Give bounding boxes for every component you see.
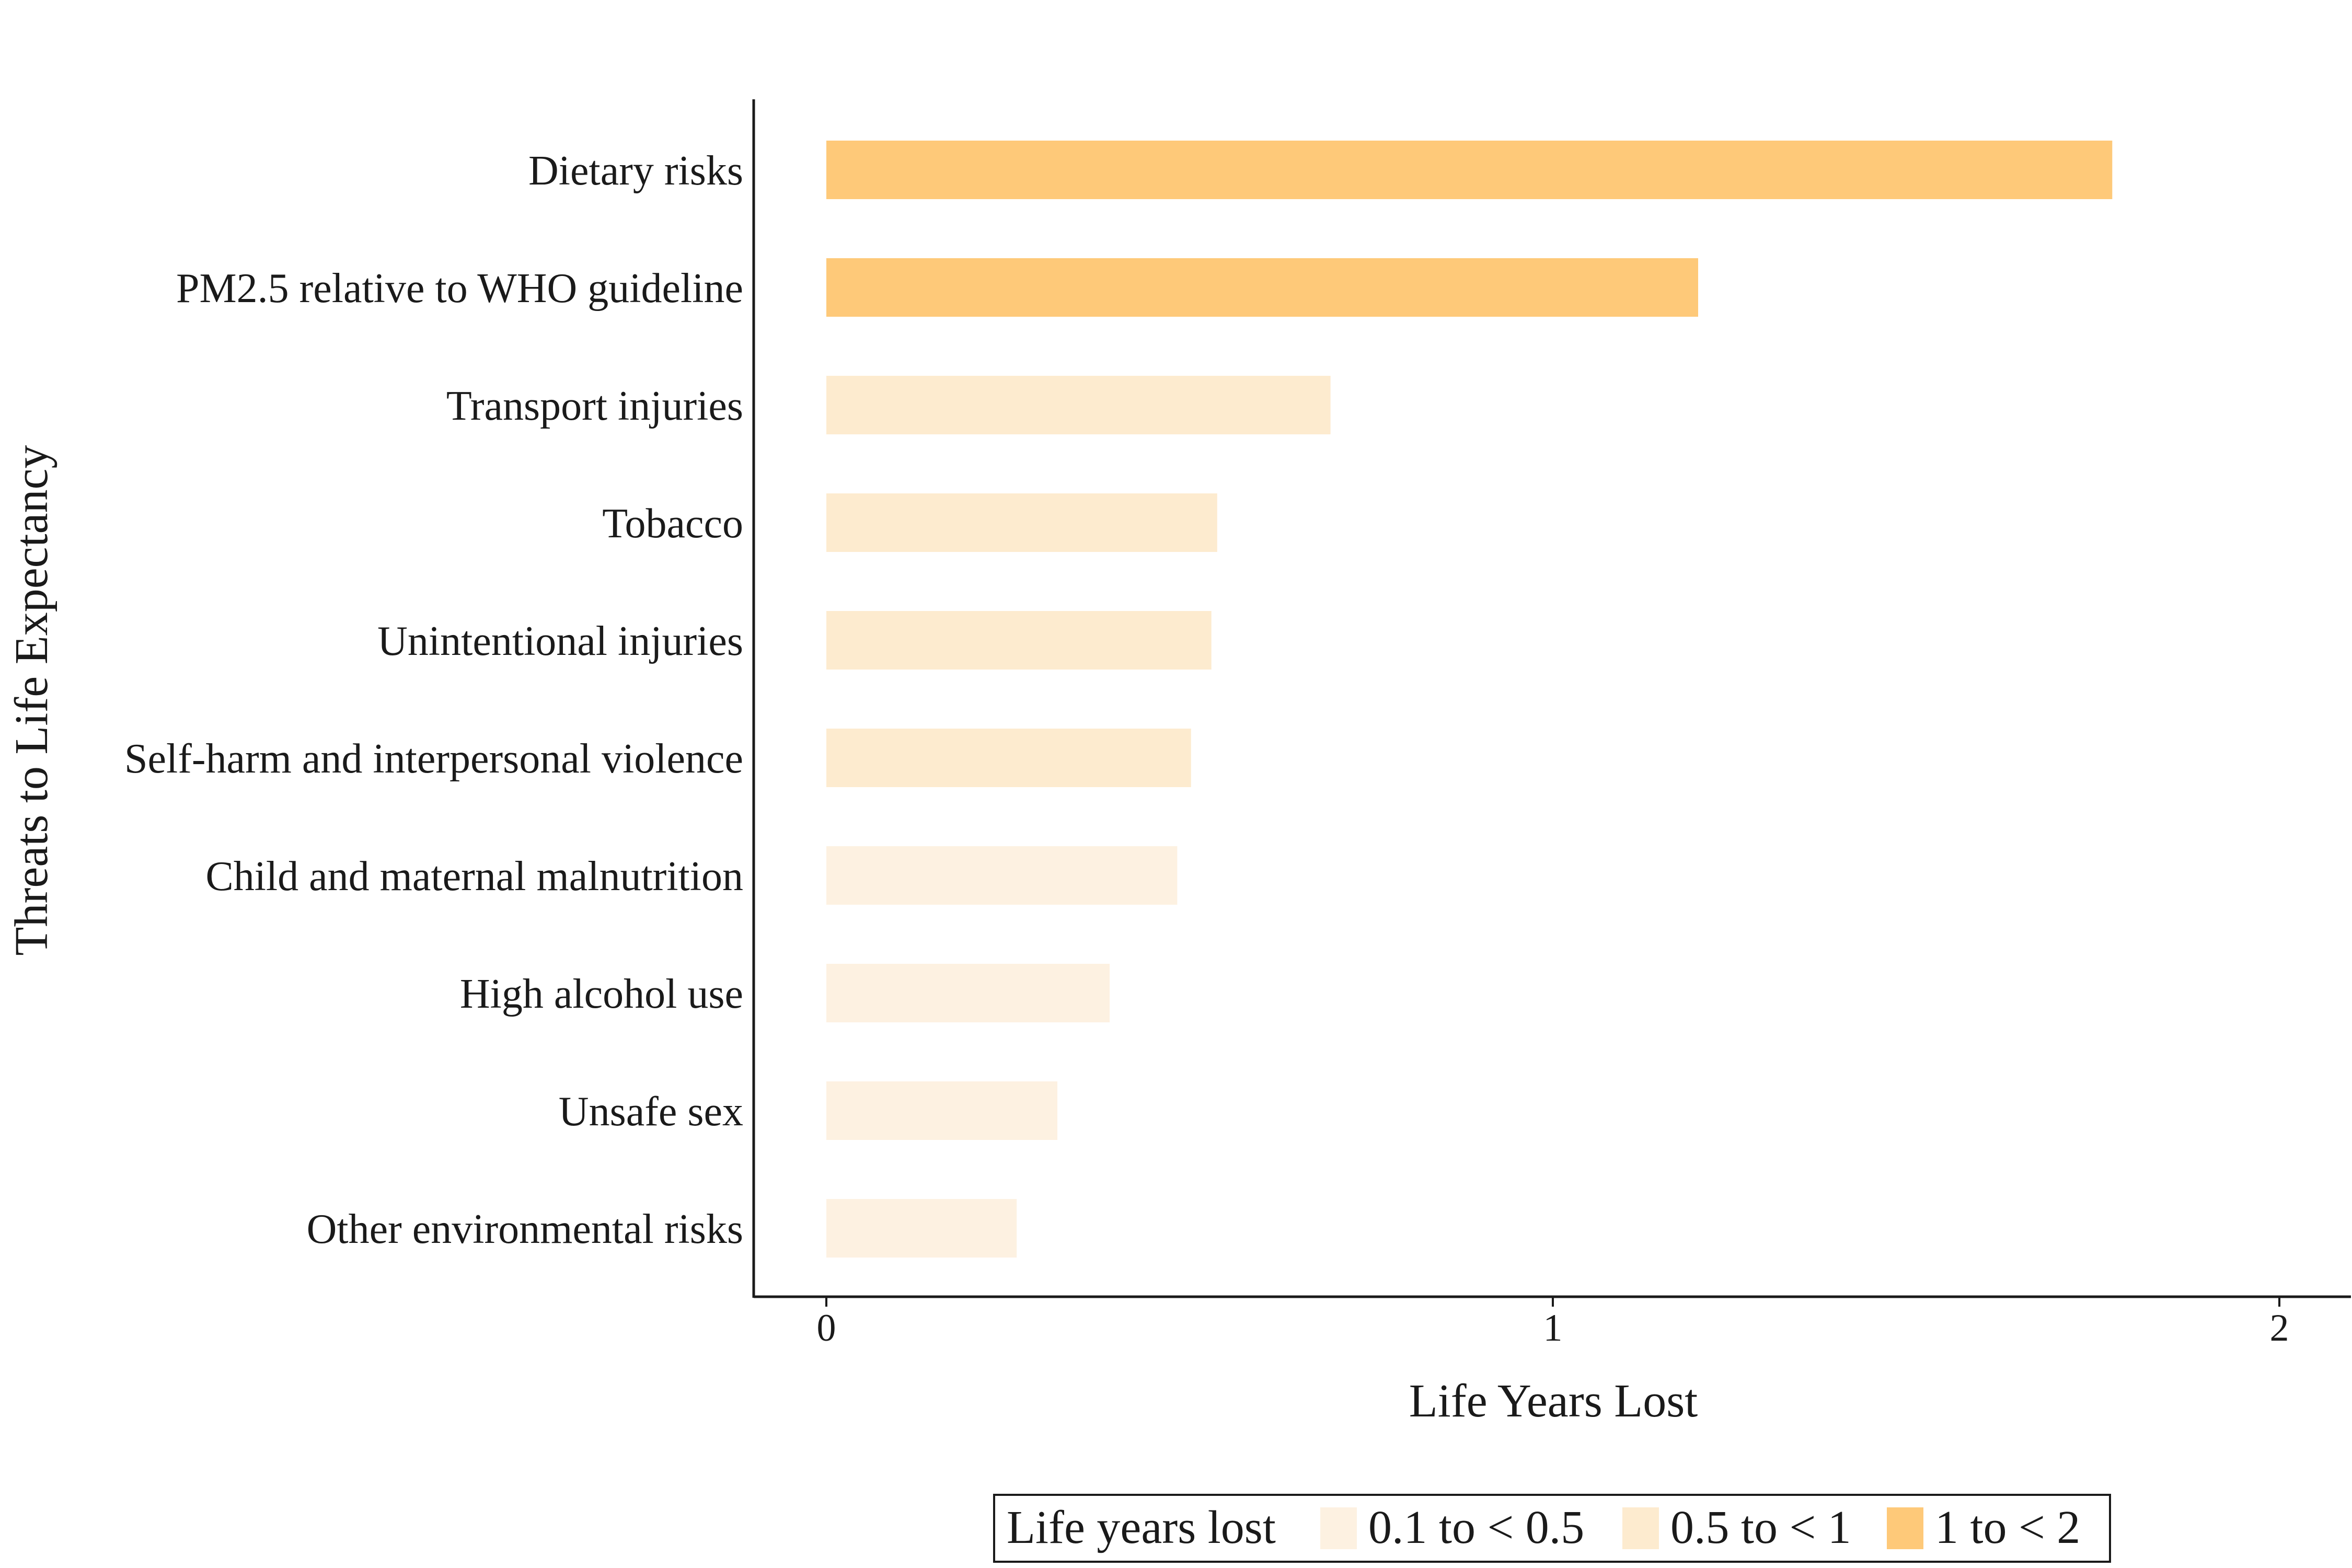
legend: Life years lost 0.1 to < 0.5 0.5 to < 1 1 … [993,1494,2111,1563]
category-label-9: Other environmental risks [307,1206,743,1252]
bar-7 [826,964,1110,1022]
bar-9 [826,1199,1017,1258]
bars [826,141,2113,1258]
y-axis-title: Threats to Life Expectancy [6,445,57,955]
category-label-2: Transport injuries [446,383,743,429]
bar-1 [826,258,1698,317]
category-label-7: High alcohol use [460,971,743,1017]
x-ticks: 0 1 2 [817,1297,2289,1350]
bar-4 [826,611,1212,670]
bar-8 [826,1081,1058,1140]
legend-label-0: 0.1 to < 0.5 [1368,1502,1584,1553]
category-label-3: Tobacco [602,501,743,547]
category-label-6: Child and maternal malnutrition [205,854,743,900]
x-axis-title: Life Years Lost [1409,1375,1698,1427]
x-tick-label-2: 2 [2270,1307,2289,1350]
legend-label-1: 0.5 to < 1 [1670,1502,1851,1553]
legend-swatch-0 [1320,1507,1357,1549]
category-label-5: Self-harm and interpersonal violence [124,736,743,782]
legend-box [993,1494,2111,1563]
legend-title: Life years lost [1007,1502,1276,1553]
legend-swatch-2 [1887,1507,1923,1549]
category-labels: Dietary risks PM2.5 relative to WHO guide… [124,148,743,1252]
category-label-4: Unintentional injuries [377,618,743,664]
bar-0 [826,141,2113,199]
category-label-0: Dietary risks [528,148,743,194]
legend-swatch-1 [1622,1507,1659,1549]
category-label-8: Unsafe sex [559,1089,743,1135]
bar-2 [826,376,1331,434]
bar-6 [826,846,1178,905]
bar-5 [826,729,1191,787]
category-label-1: PM2.5 relative to WHO guideline [176,266,743,312]
bar-3 [826,493,1217,552]
legend-items: 0.1 to < 0.5 0.5 to < 1 1 to < 2 [1320,1502,2080,1553]
x-tick-label-1: 1 [1543,1307,1563,1350]
x-tick-label-0: 0 [817,1307,836,1350]
legend-label-2: 1 to < 2 [1935,1502,2080,1553]
